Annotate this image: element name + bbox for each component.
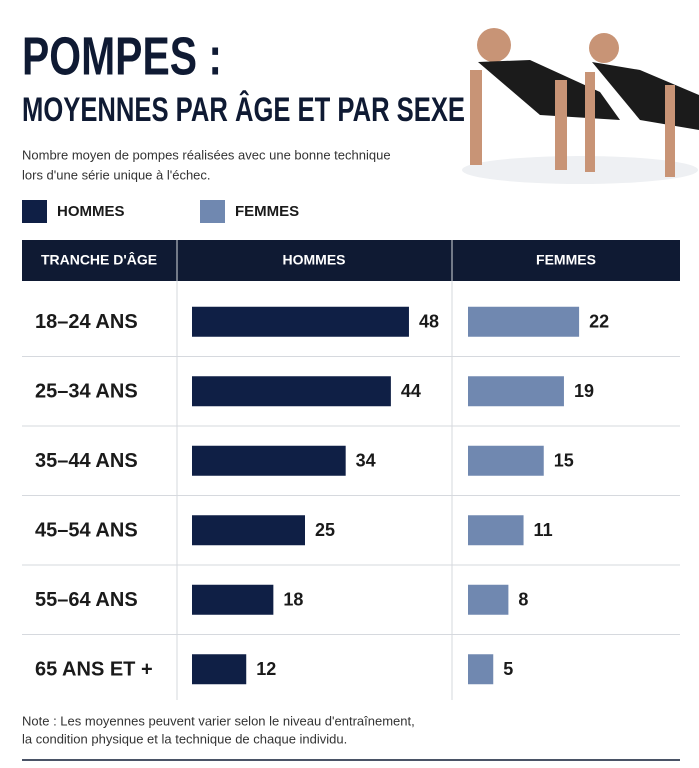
legend-swatch: [22, 200, 47, 223]
column-header: HOMMES: [283, 252, 346, 268]
value-label: 48: [419, 312, 439, 332]
bar: [468, 654, 494, 685]
bar: [468, 445, 544, 476]
column-header: FEMMES: [536, 252, 596, 268]
bar: [468, 515, 524, 546]
bar: [192, 445, 346, 476]
bar: [468, 584, 509, 615]
bar: [192, 654, 247, 685]
age-label: 25–34 ANS: [35, 381, 138, 403]
age-label: 45–54 ANS: [35, 520, 138, 542]
value-label: 8: [518, 590, 528, 610]
column-header: TRANCHE D'ÂGE: [41, 251, 157, 268]
age-label: 18–24 ANS: [35, 311, 138, 333]
note: Note : Les moyennes peuvent varier selon…: [22, 713, 415, 728]
value-label: 11: [534, 520, 553, 540]
bar: [192, 584, 274, 615]
bar: [468, 306, 580, 337]
value-label: 34: [356, 451, 376, 471]
bar: [468, 376, 564, 407]
value-label: 12: [256, 659, 276, 679]
value-label: 18: [283, 590, 303, 610]
legend-label: HOMMES: [57, 203, 125, 220]
description: lors d'une série unique à l'échec.: [22, 167, 211, 182]
age-label: 55–64 ANS: [35, 589, 138, 611]
legend-swatch: [200, 200, 225, 223]
age-label: 35–44 ANS: [35, 450, 138, 472]
bar: [192, 515, 305, 546]
bar: [192, 376, 391, 407]
value-label: 22: [589, 312, 609, 332]
legend-label: FEMMES: [235, 203, 299, 220]
value-label: 15: [554, 451, 574, 471]
note: la condition physique et la technique de…: [22, 731, 347, 746]
bar: [192, 306, 409, 337]
table-header: [22, 240, 680, 281]
age-label: 65 ANS ET +: [35, 659, 153, 681]
value-label: 25: [315, 520, 335, 540]
value-label: 5: [503, 659, 513, 679]
title: POMPES :: [22, 26, 222, 86]
value-label: 19: [574, 381, 594, 401]
description: Nombre moyen de pompes réalisées avec un…: [22, 147, 391, 162]
value-label: 44: [401, 381, 421, 401]
subtitle-title: MOYENNES PAR ÂGE ET PAR SEXE: [22, 91, 465, 129]
athletes-illustration: [462, 28, 699, 184]
